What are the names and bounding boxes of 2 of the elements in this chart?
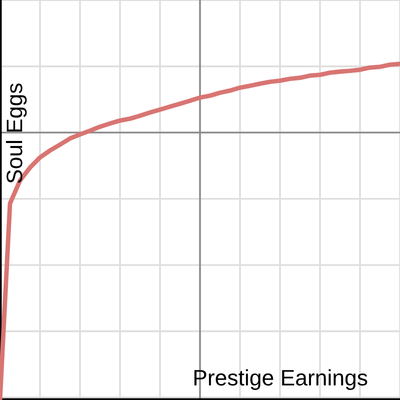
x-axis-title: Prestige Earnings <box>194 369 368 390</box>
y-axis-title: Soul Eggs <box>6 84 27 183</box>
